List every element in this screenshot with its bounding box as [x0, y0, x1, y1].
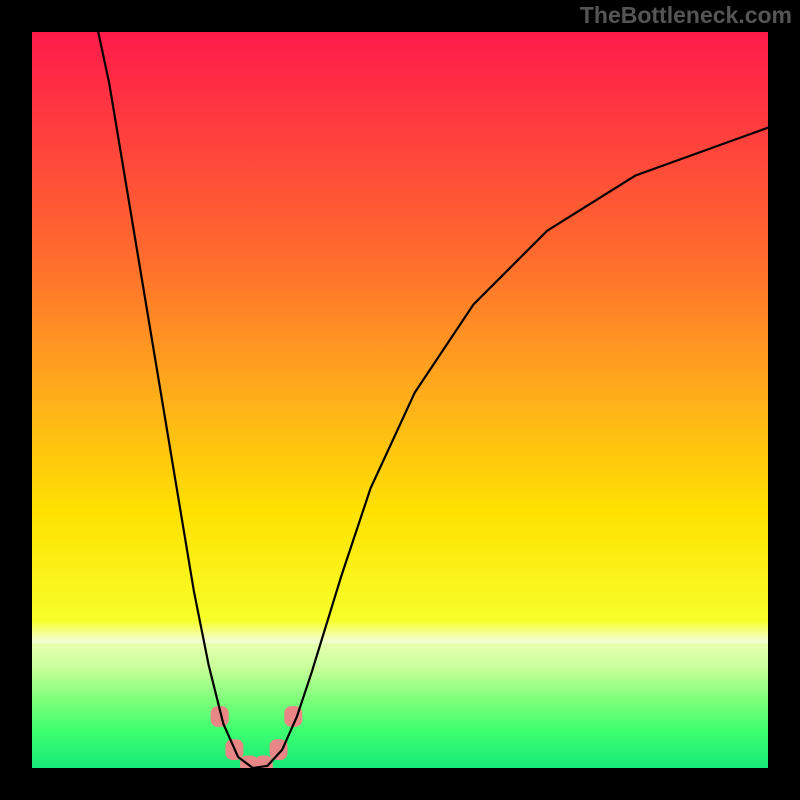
curve-left-branch — [98, 32, 253, 768]
curve-right-branch — [253, 128, 768, 768]
plot-area — [32, 32, 768, 768]
watermark-label: TheBottleneck.com — [580, 2, 792, 29]
curve-svg — [32, 32, 768, 768]
page-root: TheBottleneck.com — [0, 0, 800, 800]
